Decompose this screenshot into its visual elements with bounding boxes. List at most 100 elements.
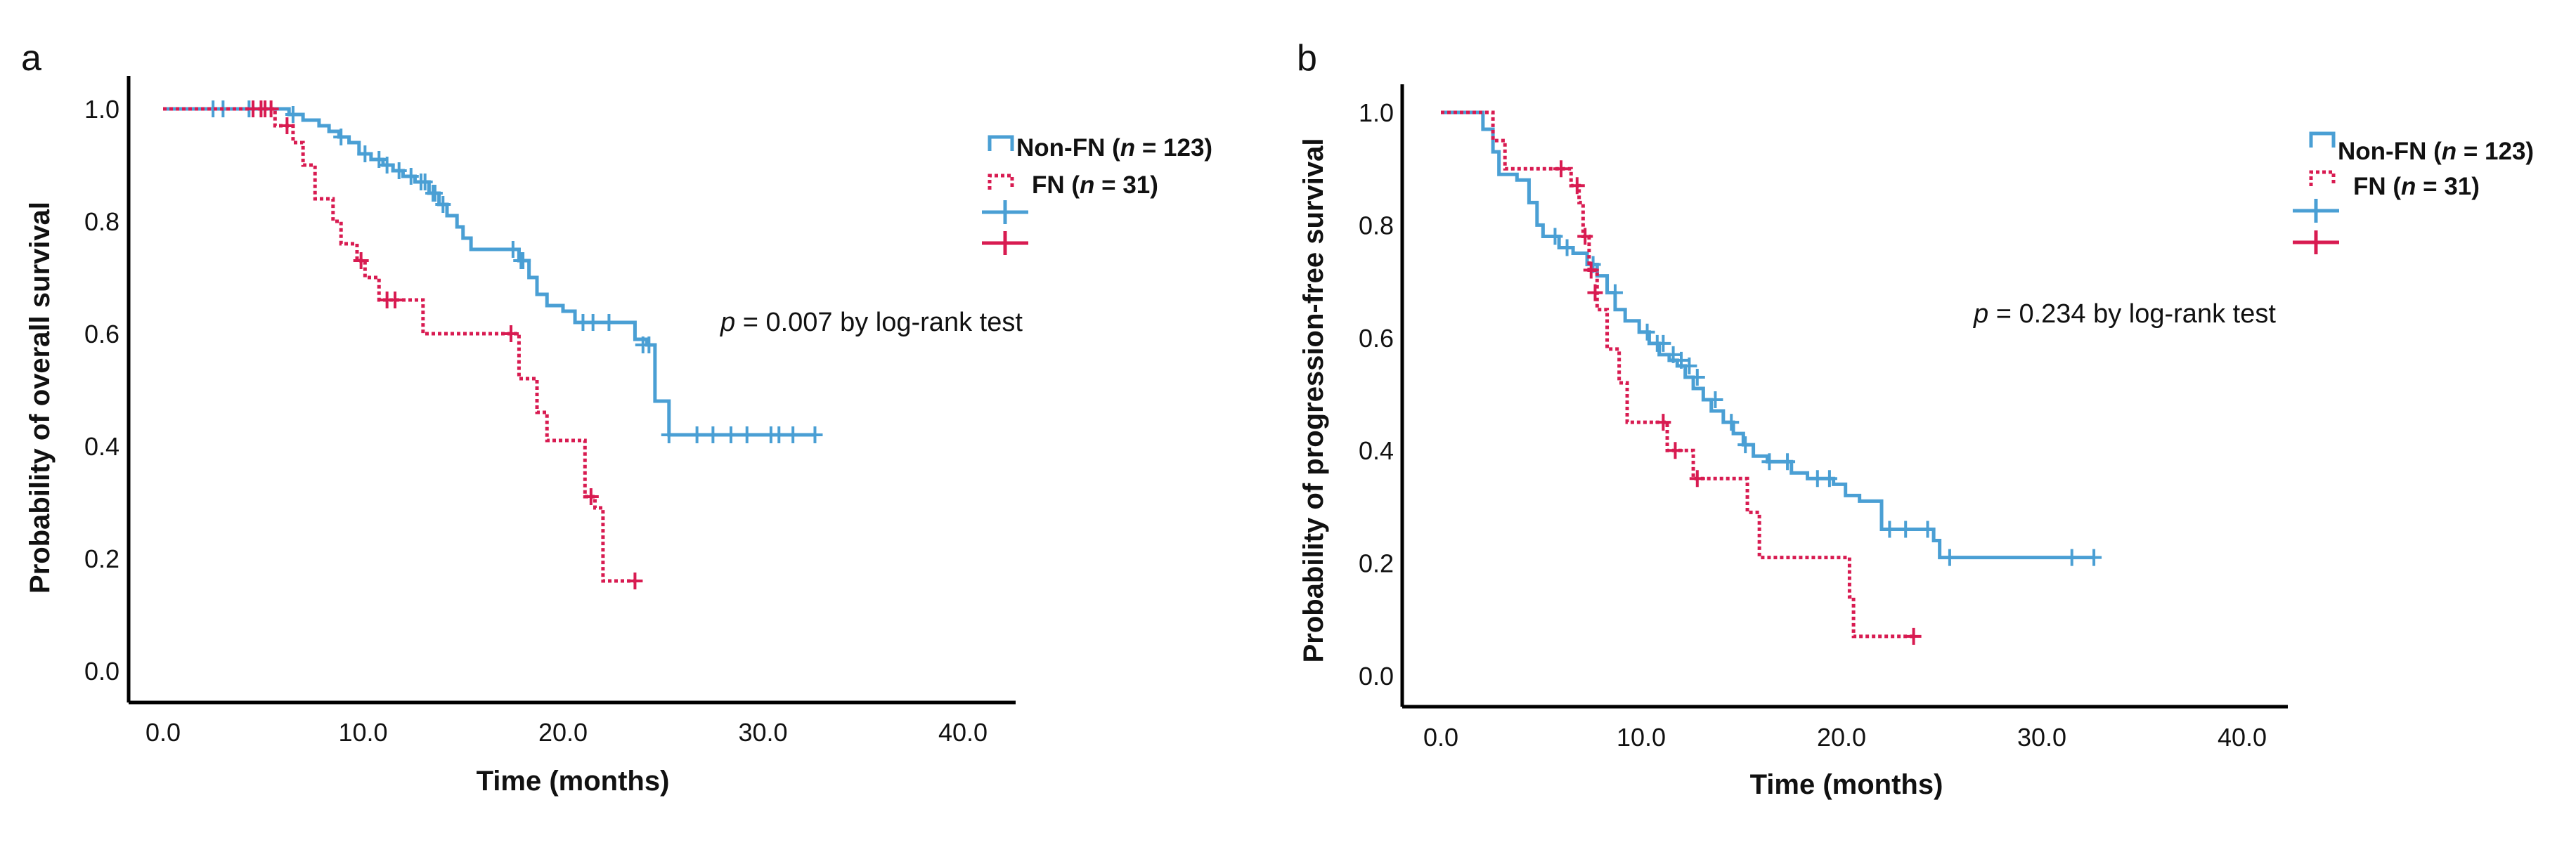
legend-censor-marker-non-fn-b xyxy=(2293,199,2339,223)
censor-mark-non-fn-a-29 xyxy=(771,426,787,443)
censor-mark-non-fn-b-0 xyxy=(1547,228,1563,245)
legend-n-value-fn-a: = 31) xyxy=(1094,171,1158,199)
panel-label-a: a xyxy=(21,38,41,79)
legend-n-symbol-non-fn-a: n xyxy=(1120,134,1135,162)
x-axis-title-a: Time (months) xyxy=(477,766,670,797)
legend-n-value-non-fn-b: = 123) xyxy=(2457,138,2534,165)
censor-mark-non-fn-a-6 xyxy=(371,151,387,168)
legend-line-non-fn-b xyxy=(2309,131,2336,148)
censor-mark-non-fn-b-20 xyxy=(1920,521,1936,538)
legend-label-fn-b: FN (n = 31) xyxy=(2353,173,2480,200)
panel-a: a 0.00.20.40.60.81.00.0 10.0 20.0 30.0 40.0 … xyxy=(21,38,1212,797)
y-tick-label-b-5: 1.0 xyxy=(1359,98,1394,127)
p-symbol-a: p xyxy=(720,308,735,337)
censor-mark-non-fn-b-11 xyxy=(1707,391,1723,409)
censor-mark-non-fn-a-19 xyxy=(585,314,601,331)
survival-curve-non-fn-b xyxy=(1441,110,2095,560)
censor-mark-non-fn-a-31 xyxy=(807,426,823,443)
censor-mark-non-fn-b-8 xyxy=(1674,351,1689,369)
y-tick-label-b-2: 0.4 xyxy=(1359,436,1394,465)
y-tick-label-b-3: 0.6 xyxy=(1359,324,1394,353)
survival-curve-fn-b xyxy=(1441,110,1914,639)
censor-mark-fn-b-2 xyxy=(1577,228,1593,245)
x-tick-label-a-3: 30.0 xyxy=(738,718,787,747)
censor-mark-non-fn-a-25 xyxy=(705,426,721,443)
legend-label-non-fn-b: Non-FN (n = 123) xyxy=(2338,138,2534,165)
censor-mark-non-fn-b-1 xyxy=(1559,239,1575,256)
censor-mark-fn-b-5 xyxy=(1655,414,1671,431)
survival-curves-b xyxy=(1441,110,2102,645)
y-tick-label-a-4: 0.8 xyxy=(84,207,119,236)
legend-n-symbol-non-fn-b: n xyxy=(2442,138,2457,165)
legend-n-value-non-fn-a: = 123) xyxy=(1135,134,1212,162)
censor-mark-non-fn-a-8 xyxy=(391,162,407,179)
legend-b: Non-FN (n = 123) FN (n = 31) xyxy=(2293,131,2534,254)
censor-mark-fn-a-9 xyxy=(583,488,599,505)
panel-label-b: b xyxy=(1297,38,1317,79)
p-value-text-a: = 0.007 by log-rank test xyxy=(735,308,1023,337)
censor-mark-fn-b-6 xyxy=(1667,442,1683,459)
legend-line-fn-b xyxy=(2309,170,2336,186)
censor-mark-non-fn-a-26 xyxy=(723,426,739,443)
censor-mark-non-fn-a-14 xyxy=(435,196,451,213)
x-tick-label-a-0: 0.0 xyxy=(145,718,181,747)
x-axis-title-b: Time (months) xyxy=(1750,769,1943,800)
legend-name-non-fn-b: Non-FN xyxy=(2338,138,2426,165)
censor-mark-non-fn-b-9 xyxy=(1681,357,1697,374)
legend-censor-marker-fn-b xyxy=(2293,230,2339,254)
y-tick-label-b-4: 0.8 xyxy=(1359,211,1394,240)
y-tick-label-b-0: 0.0 xyxy=(1359,662,1394,691)
p-symbol-b: p xyxy=(1973,299,1988,329)
censor-mark-non-fn-b-14 xyxy=(1761,453,1778,471)
legend-n-symbol-fn-a: n xyxy=(1080,171,1094,199)
censor-mark-non-fn-b-21 xyxy=(1941,549,1957,566)
censor-mark-fn-b-8 xyxy=(1905,627,1922,645)
legend-name-fn-b: FN xyxy=(2353,173,2386,200)
legend-label-non-fn-a: Non-FN (n = 123) xyxy=(1016,134,1212,162)
censor-mark-non-fn-a-13 xyxy=(427,185,443,202)
censor-mark-non-fn-b-7 xyxy=(1665,346,1681,363)
censor-mark-non-fn-a-23 xyxy=(661,426,677,443)
censor-mark-fn-a-4 xyxy=(279,117,295,134)
survival-curve-non-fn-a xyxy=(163,107,815,437)
censor-mark-non-fn-b-18 xyxy=(1882,521,1898,538)
x-tick-label-b-2: 20.0 xyxy=(1817,723,1866,752)
y-axis-title-b: Probability of progression-free survival xyxy=(1298,138,1329,663)
censor-mark-non-fn-a-15 xyxy=(505,241,521,258)
censor-mark-non-fn-a-11 xyxy=(417,174,433,190)
censor-mark-non-fn-b-17 xyxy=(1821,470,1837,488)
y-tick-label-b-1: 0.2 xyxy=(1359,549,1394,578)
censor-mark-non-fn-b-15 xyxy=(1780,453,1796,471)
legend-n-symbol-fn-b: n xyxy=(2401,173,2416,200)
censor-mark-non-fn-b-23 xyxy=(2086,549,2102,566)
y-tick-label-a-2: 0.4 xyxy=(84,432,119,461)
censor-mark-fn-a-8 xyxy=(503,325,519,342)
legend-label-fn-a: FN (n = 31) xyxy=(1032,171,1158,199)
legend-a: Non-FN (n = 123) FN (n = 31) xyxy=(982,134,1212,255)
panel-b: b 0.00.20.40.60.81.00.0 10.0 20.0 30.0 40.0 … xyxy=(1297,38,2534,800)
censor-mark-fn-a-5 xyxy=(353,252,369,269)
y-tick-label-a-3: 0.6 xyxy=(84,320,119,348)
censor-mark-non-fn-b-10 xyxy=(1689,368,1705,386)
legend-name-fn-a: FN xyxy=(1032,171,1065,199)
x-tick-label-b-0: 0.0 xyxy=(1423,723,1458,752)
censor-mark-non-fn-b-19 xyxy=(1898,521,1914,538)
legend-line-non-fn-a xyxy=(988,135,1014,151)
axis-ticks-a: 0.0 0.2 0.4 0.6 0.8 1.0 0.0 10.0 20.0 30.0 40.0 xyxy=(84,95,988,747)
censor-mark-non-fn-a-30 xyxy=(785,426,801,443)
x-tick-label-a-1: 10.0 xyxy=(338,718,387,747)
x-tick-label-b-3: 30.0 xyxy=(2017,723,2066,752)
censor-mark-non-fn-a-4 xyxy=(333,129,349,145)
censor-mark-non-fn-a-3 xyxy=(285,106,301,123)
p-value-annotation-b: p = 0.234 by log-rank test xyxy=(1973,299,2276,329)
censor-mark-fn-a-7 xyxy=(387,292,403,308)
x-tick-label-a-2: 20.0 xyxy=(538,718,588,747)
censor-mark-non-fn-a-9 xyxy=(403,168,419,185)
legend-censor-marker-fn-a xyxy=(982,231,1028,255)
y-tick-label-a-5: 1.0 xyxy=(84,95,119,124)
censor-mark-non-fn-a-7 xyxy=(379,157,395,174)
y-tick-label-a-1: 0.2 xyxy=(84,544,119,573)
survival-curve-fn-a xyxy=(163,107,635,583)
x-tick-label-a-4: 40.0 xyxy=(938,718,988,747)
